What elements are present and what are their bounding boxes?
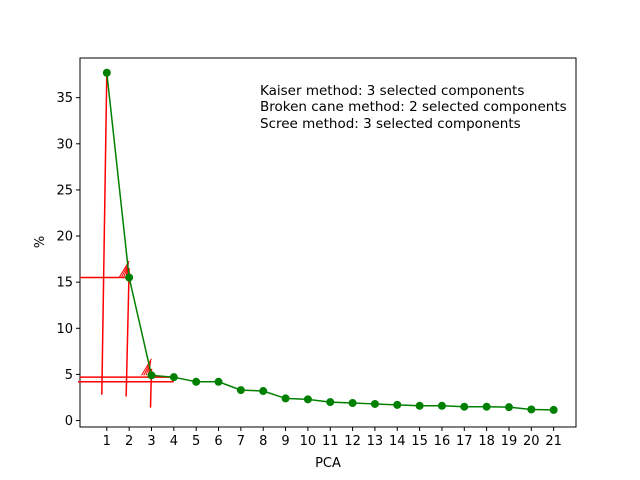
data-point-9 <box>281 394 290 403</box>
data-point-12 <box>348 399 357 408</box>
data-point-3 <box>147 371 156 380</box>
y-tick-label-25: 25 <box>56 183 73 198</box>
data-point-18 <box>482 402 491 411</box>
x-tick-label-16: 16 <box>434 434 451 449</box>
x-tick-label-19: 19 <box>501 434 518 449</box>
data-point-16 <box>437 401 446 410</box>
drop-line-1 <box>101 72 108 395</box>
data-point-15 <box>415 401 424 410</box>
y-tick-label-5: 5 <box>65 368 73 383</box>
x-tick-label-1: 1 <box>103 434 111 449</box>
x-axis: 1 2 3 4 5 6 7 8 9 10 11 12 13 14 15 16 17 18 19 20 21 <box>103 427 562 449</box>
annotation-broken-cane: Broken cane method: 2 selected component… <box>260 99 567 115</box>
data-point-6 <box>214 377 223 386</box>
x-tick-label-4: 4 <box>170 434 178 449</box>
data-point-13 <box>370 399 379 408</box>
y-tick-label-15: 15 <box>56 276 73 291</box>
x-axis-label: PCA <box>315 456 341 471</box>
annotation-scree: Scree method: 3 selected components <box>260 116 521 132</box>
method-markers <box>78 72 174 408</box>
data-point-10 <box>303 395 312 404</box>
data-point-2 <box>125 273 134 282</box>
x-tick-label-15: 15 <box>411 434 428 449</box>
x-tick-label-3: 3 <box>147 434 155 449</box>
data-point-7 <box>236 386 245 395</box>
y-axis-label: % <box>33 236 48 248</box>
y-tick-label-30: 30 <box>56 137 73 152</box>
annotation-kaiser: Kaiser method: 3 selected components <box>260 83 524 99</box>
x-tick-label-5: 5 <box>192 434 200 449</box>
x-tick-label-11: 11 <box>322 434 339 449</box>
series-group <box>102 68 558 414</box>
x-tick-label-10: 10 <box>300 434 317 449</box>
data-point-14 <box>393 400 402 409</box>
x-tick-label-8: 8 <box>259 434 267 449</box>
y-tick-label-10: 10 <box>56 322 73 337</box>
y-tick-label-20: 20 <box>56 230 73 245</box>
x-tick-label-12: 12 <box>344 434 361 449</box>
data-point-1 <box>102 68 111 77</box>
data-point-19 <box>504 403 513 412</box>
y-tick-label-0: 0 <box>65 414 73 429</box>
drop-line-2 <box>125 268 130 397</box>
x-tick-label-21: 21 <box>545 434 562 449</box>
plot-area-frame <box>79 57 577 428</box>
x-tick-label-17: 17 <box>456 434 473 449</box>
x-tick-label-20: 20 <box>523 434 540 449</box>
data-point-17 <box>460 402 469 411</box>
wedge-3-hatch-0 <box>141 358 152 376</box>
wedge-3-hatch-1 <box>143 360 152 376</box>
data-point-8 <box>259 387 268 396</box>
data-point-20 <box>527 405 536 414</box>
data-point-5 <box>192 377 201 386</box>
y-tick-label-35: 35 <box>56 91 73 106</box>
data-point-11 <box>326 398 335 407</box>
data-point-4 <box>169 373 178 382</box>
x-tick-label-18: 18 <box>478 434 495 449</box>
x-tick-label-14: 14 <box>389 434 406 449</box>
x-tick-label-9: 9 <box>281 434 289 449</box>
y-axis: 0 5 10 15 20 25 30 35 <box>56 91 80 429</box>
x-tick-label-7: 7 <box>237 434 245 449</box>
x-tick-label-13: 13 <box>367 434 384 449</box>
x-tick-label-6: 6 <box>214 434 222 449</box>
x-tick-label-2: 2 <box>125 434 133 449</box>
data-point-21 <box>549 405 558 414</box>
